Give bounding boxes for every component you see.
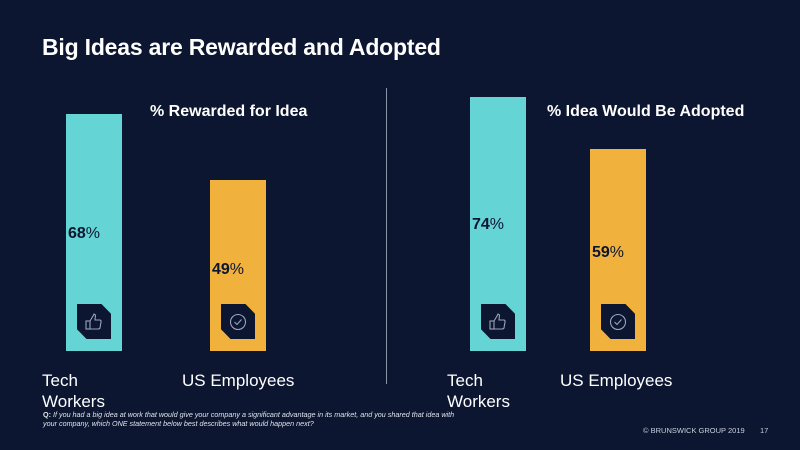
bar-value-label: 59% <box>592 243 625 261</box>
chart-title-adopted: % Idea Would Be Adopted <box>547 103 745 120</box>
page-title: Big Ideas are Rewarded and Adopted <box>42 34 441 60</box>
footnote-prefix: Q: <box>43 410 51 419</box>
bar-value-label: 49% <box>212 260 245 278</box>
copyright: © BRUNSWICK GROUP 2019 <box>643 426 745 435</box>
category-label-us-employees: US Employees <box>560 371 673 390</box>
chart-divider <box>386 88 387 384</box>
thumbs-up-icon-badge <box>481 304 515 339</box>
page-number: 17 <box>760 426 769 435</box>
category-label-tech-workers: Tech Workers <box>447 371 510 411</box>
check-circle-icon-badge <box>221 304 255 339</box>
survey-question-footnote: Q: If you had a big idea at work that wo… <box>43 410 463 428</box>
check-circle-icon-badge <box>601 304 635 339</box>
category-label-us-employees: US Employees <box>182 371 295 390</box>
bar-value-label: 74% <box>472 216 505 234</box>
bar-value-label: 68% <box>68 225 101 243</box>
thumbs-up-icon-badge <box>77 304 111 339</box>
category-label-tech-workers: Tech Workers <box>42 371 105 411</box>
footnote-text: If you had a big idea at work that would… <box>43 410 455 428</box>
chart-title-rewarded: % Rewarded for Idea <box>150 103 308 120</box>
